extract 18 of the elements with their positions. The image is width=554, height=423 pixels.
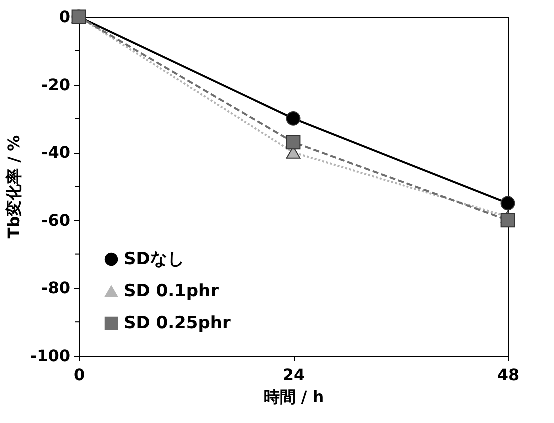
point [286,112,301,126]
x-tick-label: 48 [497,366,520,384]
x-axis-title: 時間 / h [264,388,324,406]
y-tick-label: -80 [42,278,70,298]
legend-label: SDなし [124,250,184,270]
point [286,135,301,150]
point [500,213,516,228]
y-tick-label: 0 [59,8,70,26]
x-tick-label: 0 [74,366,86,384]
y-tick-label: -40 [42,143,70,162]
y-tick-label: -100 [30,346,70,366]
y-tick-label: -60 [42,210,70,230]
y-tick-label: -20 [42,75,70,94]
x-tick-label: 24 [282,366,306,384]
point [500,196,516,211]
legend-label: SD 0.25phr [124,314,232,334]
legend-label: SD 0.1phr [124,282,220,302]
y-axis-title: Tb変化率 / % [4,135,24,239]
